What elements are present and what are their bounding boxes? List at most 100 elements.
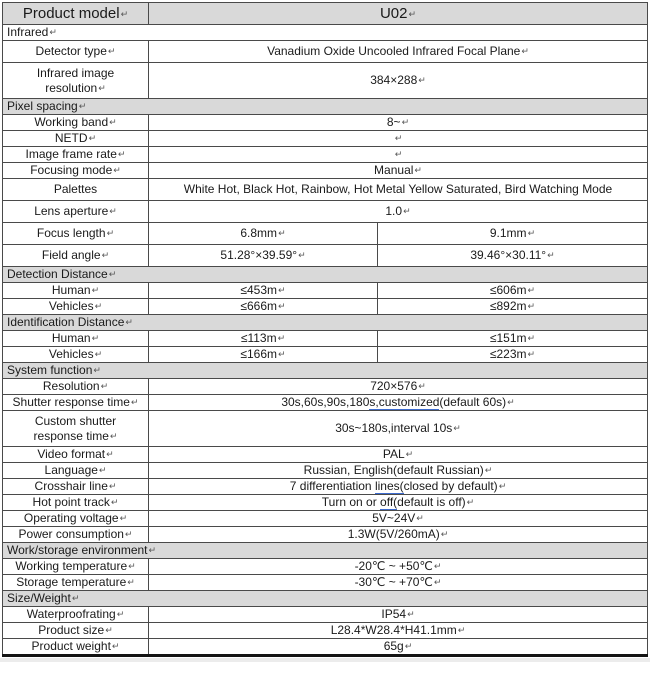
spec-label-cell: Vehicles↵ bbox=[2, 298, 149, 315]
spec-value-part: lines( bbox=[374, 479, 404, 494]
spec-value-part: default is off) bbox=[397, 495, 466, 510]
spec-label-cell: Detector type↵ bbox=[2, 40, 149, 63]
spec-row: Crosshair line↵ 7 differentiation lines(c… bbox=[2, 478, 648, 495]
spec-value-part: (default 60s) bbox=[439, 395, 507, 410]
spec-value: 6.8mm bbox=[240, 226, 278, 241]
paragraph-mark: ↵ bbox=[408, 8, 417, 19]
spec-label-cell: Focus length↵ bbox=[2, 222, 149, 245]
spec-label-cell: Human↵ bbox=[2, 330, 149, 347]
spec-value-cell: ≤606m↵ bbox=[377, 282, 648, 299]
spec-value: 720×576 bbox=[370, 379, 418, 394]
spec-label-cell: Field angle↵ bbox=[2, 244, 149, 267]
spec-label: Working band bbox=[34, 115, 109, 130]
spec-row: Product weight↵ 65g↵ bbox=[2, 638, 648, 656]
section-title-cell: Size/Weight↵ bbox=[2, 590, 648, 607]
paragraph-mark: ↵ bbox=[527, 333, 536, 344]
section-title: System function bbox=[7, 363, 93, 378]
paragraph-mark: ↵ bbox=[127, 577, 135, 588]
section-title: Detection Distance bbox=[7, 267, 108, 282]
spec-label-cell: Focusing mode↵ bbox=[2, 162, 149, 179]
paragraph-mark: ↵ bbox=[109, 206, 117, 217]
spec-row: NETD↵ ↵ bbox=[2, 130, 648, 147]
paragraph-mark: ↵ bbox=[278, 285, 286, 296]
section-title: Pixel spacing bbox=[7, 99, 78, 114]
spec-value-cell: 720×576↵ bbox=[148, 378, 648, 395]
spec-label-cell: Human↵ bbox=[2, 282, 149, 299]
spec-value-cell: PAL↵ bbox=[148, 446, 648, 463]
spec-value-cell: ≤151m↵ bbox=[377, 330, 648, 347]
spec-value: 9.1mm bbox=[489, 226, 527, 241]
section-title: Work/storage environment bbox=[7, 543, 148, 558]
spec-label: Shutter response time bbox=[12, 395, 130, 410]
spec-value: 5V~24V bbox=[372, 511, 416, 526]
spec-row: Focusing mode↵ Manual↵ bbox=[2, 162, 648, 179]
spec-value-part: Turn on or bbox=[321, 495, 381, 510]
spec-value: Vanadium Oxide Uncooled Infrared Focal P… bbox=[267, 44, 521, 59]
window-bottom-strip bbox=[0, 658, 650, 662]
spec-value: 384×288 bbox=[370, 73, 418, 88]
paragraph-mark: ↵ bbox=[128, 561, 136, 572]
paragraph-mark: ↵ bbox=[88, 133, 97, 144]
spec-value-part: closed by default) bbox=[403, 479, 498, 494]
paragraph-mark: ↵ bbox=[484, 465, 493, 476]
section-row: Identification Distance↵ bbox=[2, 314, 648, 331]
section-title-cell: Detection Distance↵ bbox=[2, 266, 648, 283]
spec-row: Waterproofrating↵ IP54↵ bbox=[2, 606, 648, 623]
paragraph-mark: ↵ bbox=[527, 285, 536, 296]
paragraph-mark: ↵ bbox=[113, 165, 121, 176]
spec-value-cell: IP54↵ bbox=[148, 606, 648, 623]
paragraph-mark: ↵ bbox=[117, 149, 126, 160]
spec-value-cell: 8~↵ bbox=[148, 114, 648, 131]
paragraph-mark: ↵ bbox=[98, 82, 106, 93]
paragraph-mark: ↵ bbox=[405, 449, 414, 460]
paragraph-mark: ↵ bbox=[91, 285, 100, 296]
product-model-value: U02 bbox=[379, 4, 408, 22]
spec-label: Working temperature bbox=[15, 559, 128, 574]
paragraph-mark: ↵ bbox=[278, 228, 286, 239]
paragraph-mark: ↵ bbox=[278, 301, 286, 312]
spec-label-cell: Power consumption↵ bbox=[2, 526, 149, 543]
paragraph-mark: ↵ bbox=[124, 529, 133, 540]
spec-row: Custom shutter response time↵ 30s~180s,in… bbox=[2, 410, 648, 447]
spec-value: ≤606m bbox=[489, 283, 527, 298]
paragraph-mark: ↵ bbox=[120, 8, 129, 19]
spec-value-cell: ↵ bbox=[148, 130, 648, 147]
spec-label-cell: Custom shutter response time↵ bbox=[2, 410, 149, 447]
section-title-cell: Work/storage environment↵ bbox=[2, 542, 648, 559]
spec-value-cell: ≤223m↵ bbox=[377, 346, 648, 363]
spec-label-cell: Crosshair line↵ bbox=[2, 478, 149, 495]
paragraph-mark: ↵ bbox=[414, 165, 422, 176]
spec-value-cell: 9.1mm↵ bbox=[377, 222, 648, 245]
section-title: Infrared bbox=[7, 25, 49, 40]
paragraph-mark: ↵ bbox=[278, 349, 286, 360]
section-row: System function↵ bbox=[2, 362, 648, 379]
paragraph-mark: ↵ bbox=[108, 481, 117, 492]
paragraph-mark: ↵ bbox=[98, 465, 107, 476]
paragraph-mark: ↵ bbox=[416, 513, 424, 524]
spec-row: Vehicles↵ ≤666m↵ ≤892m↵ bbox=[2, 298, 648, 315]
spec-row: Shutter response time↵ 30s,60s,90s,180s,c… bbox=[2, 394, 648, 411]
spec-value: ≤892m bbox=[489, 299, 527, 314]
spec-value-part: s,customized bbox=[369, 395, 440, 410]
spec-value-cell: Turn on or off(default is off)↵ bbox=[148, 494, 648, 511]
spec-value: 30s~180s,interval 10s bbox=[335, 421, 453, 436]
spec-value-cell: -20℃ ~ +50℃↵ bbox=[148, 558, 648, 575]
spec-row: Detector type↵ Vanadium Oxide Uncooled In… bbox=[2, 40, 648, 63]
spec-row: Vehicles↵ ≤166m↵ ≤223m↵ bbox=[2, 346, 648, 363]
section-row: Detection Distance↵ bbox=[2, 266, 648, 283]
spec-value-part: off( bbox=[380, 495, 398, 510]
section-title-cell: Identification Distance↵ bbox=[2, 314, 648, 331]
paragraph-mark: ↵ bbox=[49, 27, 57, 38]
paragraph-mark: ↵ bbox=[125, 317, 133, 328]
spec-value-cell: ≤166m↵ bbox=[148, 346, 378, 363]
spec-value-cell: Vanadium Oxide Uncooled Infrared Focal P… bbox=[148, 40, 648, 63]
paragraph-mark: ↵ bbox=[148, 545, 157, 556]
paragraph-mark: ↵ bbox=[130, 397, 139, 408]
section-row: Size/Weight↵ bbox=[2, 590, 648, 607]
spec-value-cell: L28.4*W28.4*H41.1mm↵ bbox=[148, 622, 648, 639]
spec-label-cell: Video format↵ bbox=[2, 446, 149, 463]
spec-label-cell: NETD↵ bbox=[2, 130, 149, 147]
paragraph-mark: ↵ bbox=[116, 609, 125, 620]
spec-label-cell: Operating voltage↵ bbox=[2, 510, 149, 527]
spec-label: Resolution bbox=[42, 379, 100, 394]
